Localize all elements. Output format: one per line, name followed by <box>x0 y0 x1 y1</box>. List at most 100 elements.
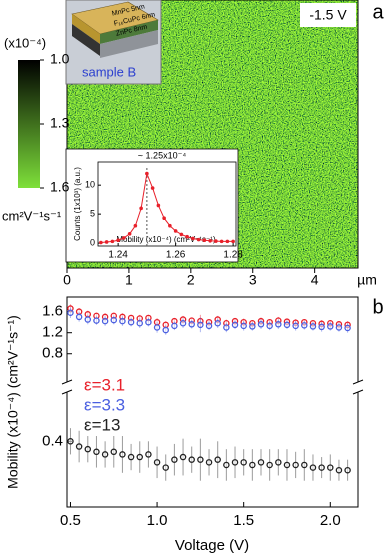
data-point <box>223 324 230 331</box>
histogram-point <box>127 232 132 236</box>
map-frame <box>66 0 359 269</box>
x-tick-label: 4 <box>311 272 319 288</box>
data-point <box>75 443 83 450</box>
x-tick-label: 1.5 <box>233 512 254 529</box>
data-point <box>93 317 100 324</box>
y-tick-label: 0.4 <box>42 432 63 449</box>
data-point <box>292 322 299 330</box>
inset-title: sample B <box>82 64 136 79</box>
data-point <box>275 321 282 328</box>
histogram-point <box>185 234 189 239</box>
colorbar-tick-label: 1.3 <box>50 115 70 131</box>
data-point <box>275 459 282 466</box>
histogram-point <box>196 237 201 242</box>
x-tick-label: 1.28 <box>223 250 243 261</box>
axis-break-gap <box>63 382 71 392</box>
histogram-point <box>156 203 161 208</box>
y-tick-label: 5 <box>90 209 95 219</box>
data-point <box>214 319 221 327</box>
x-axis-label: Voltage (V) <box>175 537 249 554</box>
data-point <box>205 459 213 466</box>
x-tick-label: 2.0 <box>320 512 341 529</box>
data-point <box>283 461 291 469</box>
data-point <box>223 461 230 469</box>
data-point <box>119 451 126 458</box>
data-point <box>110 316 118 324</box>
data-point <box>179 453 187 461</box>
histogram-point <box>162 216 166 220</box>
histogram-point <box>179 232 184 237</box>
axis-break <box>352 389 364 395</box>
x-tick-label: 2 <box>187 272 195 288</box>
data-point <box>188 456 195 463</box>
data-point <box>318 464 325 471</box>
data-point <box>67 309 74 316</box>
axis-break <box>352 379 364 385</box>
histogram-point <box>168 223 172 228</box>
x-tick-label: 3 <box>249 272 257 288</box>
y-tick-label: 1.2 <box>42 324 63 341</box>
data-point <box>171 456 178 463</box>
data-point <box>127 453 135 461</box>
x-tick-label: 0.5 <box>60 512 81 529</box>
data-point <box>145 318 152 326</box>
data-point <box>84 316 92 323</box>
histogram-point <box>116 238 120 243</box>
histogram-y-label: Counts (1x10³) (a.u.) <box>73 167 82 241</box>
series <box>67 307 351 335</box>
data-point <box>171 322 178 330</box>
data-point <box>162 326 169 334</box>
data-point <box>231 321 239 329</box>
panel-label: a <box>372 1 384 23</box>
data-point <box>197 456 204 463</box>
data-point <box>84 445 92 453</box>
histogram-point <box>191 236 195 241</box>
y-tick-label: 0 <box>90 237 95 247</box>
data-point <box>266 461 273 469</box>
colorbar-tick-label: 1.0 <box>50 51 70 67</box>
data-point <box>153 324 161 331</box>
data-point <box>335 466 343 474</box>
x-tick-label: 1.24 <box>108 250 128 261</box>
data-point <box>75 313 83 321</box>
histogram-point <box>139 206 143 211</box>
annotation: -1.5 V <box>309 7 347 23</box>
legend-entry: ε=3.1 <box>84 375 125 394</box>
histogram-frame <box>97 161 237 247</box>
data-point <box>240 322 247 330</box>
data-point <box>257 321 265 328</box>
series <box>67 428 351 481</box>
data-point <box>127 318 135 326</box>
data-point <box>205 322 213 330</box>
histogram-point <box>110 239 115 244</box>
y-axis-label: Mobility (x10⁻⁴) (cm²V⁻¹s⁻¹) <box>5 315 21 489</box>
histogram-point <box>173 229 178 233</box>
data-point <box>309 464 317 471</box>
data-point <box>344 324 351 332</box>
layer-bottom <box>100 30 158 58</box>
x-unit: µm <box>357 272 377 288</box>
histogram-point <box>231 239 235 244</box>
data-point <box>327 464 334 471</box>
layer-mid-side <box>72 24 100 56</box>
y-tick-label: 10 <box>85 180 95 190</box>
histogram-point <box>208 238 212 243</box>
colorbar-unit: cm²V⁻¹s⁻¹ <box>2 208 62 223</box>
data-point <box>188 321 195 328</box>
x-tick-label: 1.26 <box>166 250 186 261</box>
histogram-point <box>219 239 224 244</box>
data-point <box>301 322 308 329</box>
legend-entry: ε=13 <box>84 415 120 434</box>
layer-top-side <box>72 14 100 44</box>
data-point <box>249 461 256 469</box>
histogram-point <box>225 239 230 244</box>
data-point <box>101 451 109 458</box>
data-point <box>214 456 221 463</box>
data-point <box>344 466 351 474</box>
data-point <box>67 438 74 445</box>
y-tick-label: 0.8 <box>42 345 63 362</box>
x-tick-label: 1.0 <box>147 512 168 529</box>
data-point <box>145 451 152 458</box>
